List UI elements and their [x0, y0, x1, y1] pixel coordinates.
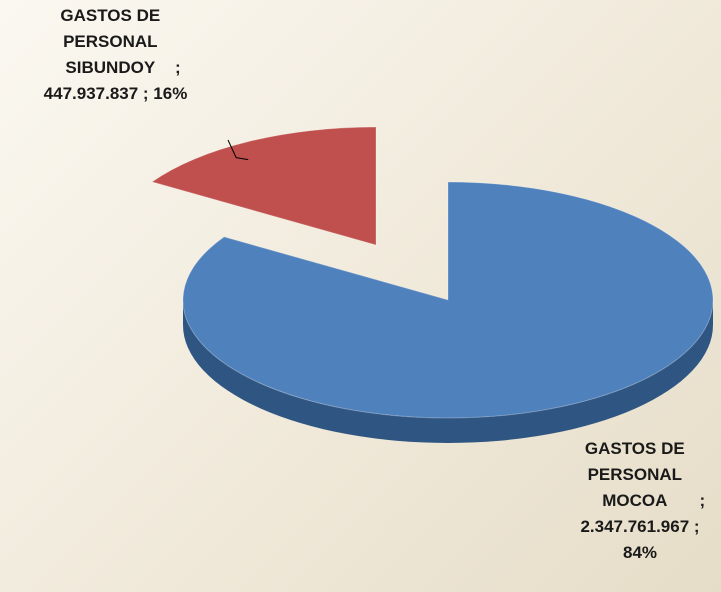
data-label: GASTOS DE PERSONAL MOCOA ; 2.347.761.967…: [565, 436, 715, 566]
data-label: GASTOS DE PERSONAL SIBUNDOY ; 447.937.83…: [8, 3, 223, 107]
slice: [182, 181, 714, 419]
slice-side: [183, 300, 713, 443]
slice: [150, 126, 377, 246]
value-label: ; 447.937.837 ; 16%: [43, 58, 188, 103]
value-label: ; 2.347.761.967 ; 84%: [580, 491, 706, 562]
leader-line: [227, 139, 249, 161]
category-label: GASTOS DE PERSONAL MOCOA: [584, 439, 685, 510]
category-label: GASTOS DE PERSONAL SIBUNDOY: [60, 6, 161, 77]
